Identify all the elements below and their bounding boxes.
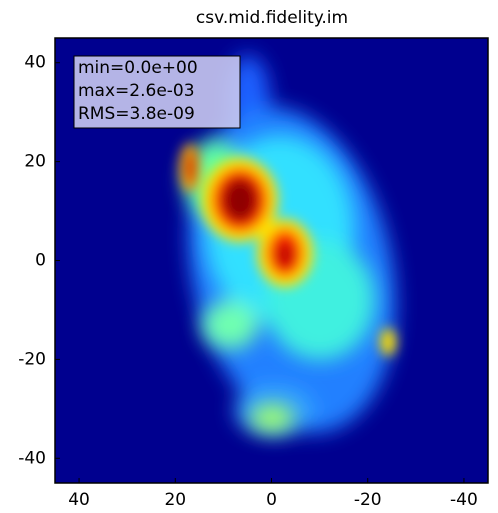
x-tick-label: 0	[266, 490, 277, 510]
y-tick-label: 0	[35, 251, 46, 271]
y-tick-label: -40	[18, 448, 46, 468]
x-tick-label: 20	[164, 490, 186, 510]
chart-title: csv.mid.fidelity.im	[196, 8, 348, 28]
y-tick-label: -20	[18, 349, 46, 369]
x-tick-label: -40	[450, 490, 478, 510]
y-tick-label: 20	[24, 152, 46, 172]
annotation: min=0.0e+00 max=2.6e-03 RMS=3.8e-09	[78, 58, 198, 124]
image	[55, 38, 488, 483]
x-tick-label: -20	[354, 490, 382, 510]
annotation-line: min=0.0e+00	[78, 58, 198, 78]
annotation-line: max=2.6e-03	[78, 81, 195, 101]
annotation-box	[73, 55, 241, 129]
x-tick-label: 40	[68, 490, 90, 510]
y-tick-label: 40	[24, 53, 46, 73]
annotation-line: RMS=3.8e-09	[78, 104, 195, 124]
